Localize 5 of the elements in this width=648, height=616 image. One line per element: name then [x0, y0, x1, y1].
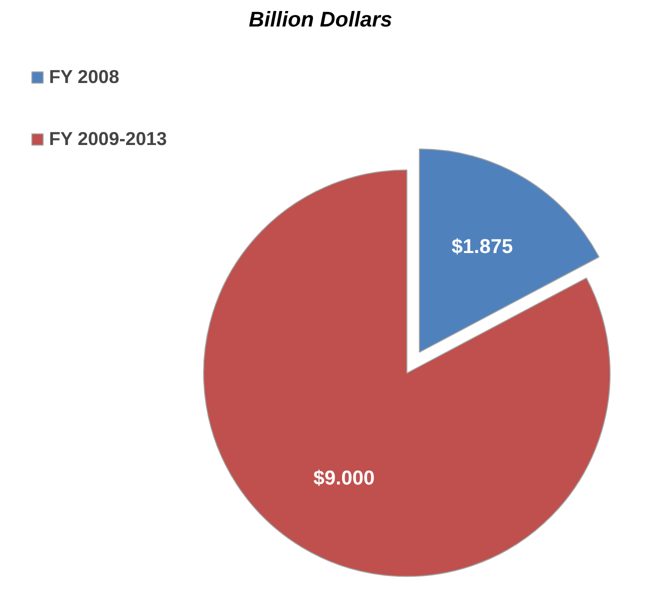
chart-title: Billion Dollars: [248, 8, 392, 32]
legend-label: FY 2009-2013: [49, 128, 167, 150]
data-label: $9.000: [313, 467, 375, 490]
data-label: $1.875: [452, 236, 513, 258]
legend-label: FY 2008: [49, 66, 120, 88]
